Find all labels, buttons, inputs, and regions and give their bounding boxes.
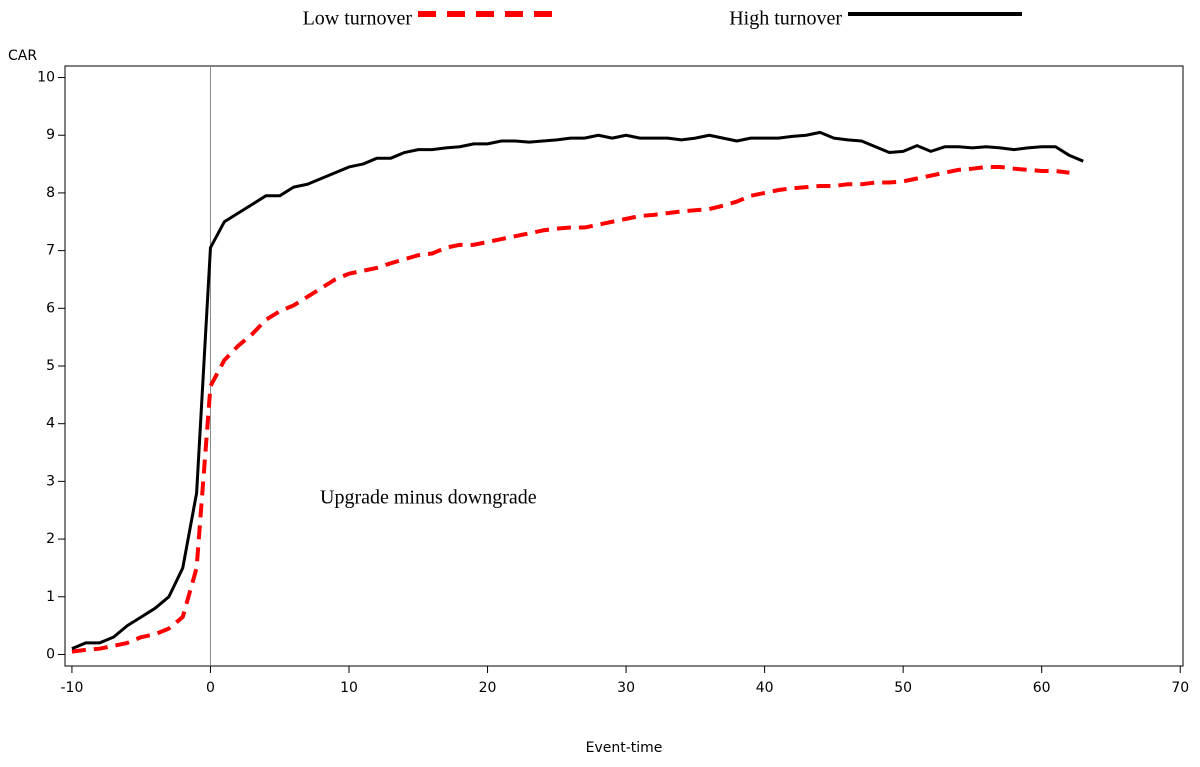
y-tick-label: 2 <box>46 531 55 547</box>
y-tick-label: 3 <box>46 473 55 489</box>
y-tick-label: 10 <box>37 70 55 86</box>
series-line <box>71 130 1084 651</box>
x-tick-label: 70 <box>1171 680 1189 696</box>
x-tick-label: 60 <box>1033 680 1051 696</box>
x-tick-label: -10 <box>60 680 83 696</box>
x-tick-label: 30 <box>617 680 635 696</box>
x-tick-label: 10 <box>340 680 358 696</box>
legend-label: High turnover <box>729 8 842 30</box>
x-tick-label: 40 <box>756 680 774 696</box>
y-tick-label: 6 <box>46 300 55 316</box>
y-tick-label: 7 <box>46 243 55 259</box>
series-line <box>71 164 1070 654</box>
y-axis-label: CAR <box>8 48 37 64</box>
x-tick-label: 20 <box>479 680 497 696</box>
y-tick-label: 9 <box>46 127 55 143</box>
y-tick-label: 4 <box>46 416 55 432</box>
x-axis-label: Event-time <box>586 740 663 756</box>
plot-frame <box>64 65 1184 667</box>
x-tick-label: 0 <box>206 680 215 696</box>
x-tick-label: 50 <box>894 680 912 696</box>
y-tick-label: 0 <box>46 646 55 662</box>
y-tick-label: 5 <box>46 358 55 374</box>
annotation: Upgrade minus downgrade <box>320 487 537 509</box>
y-tick-label: 1 <box>46 589 55 605</box>
legend-label: Low turnover <box>303 8 413 30</box>
y-tick-label: 8 <box>46 185 55 201</box>
